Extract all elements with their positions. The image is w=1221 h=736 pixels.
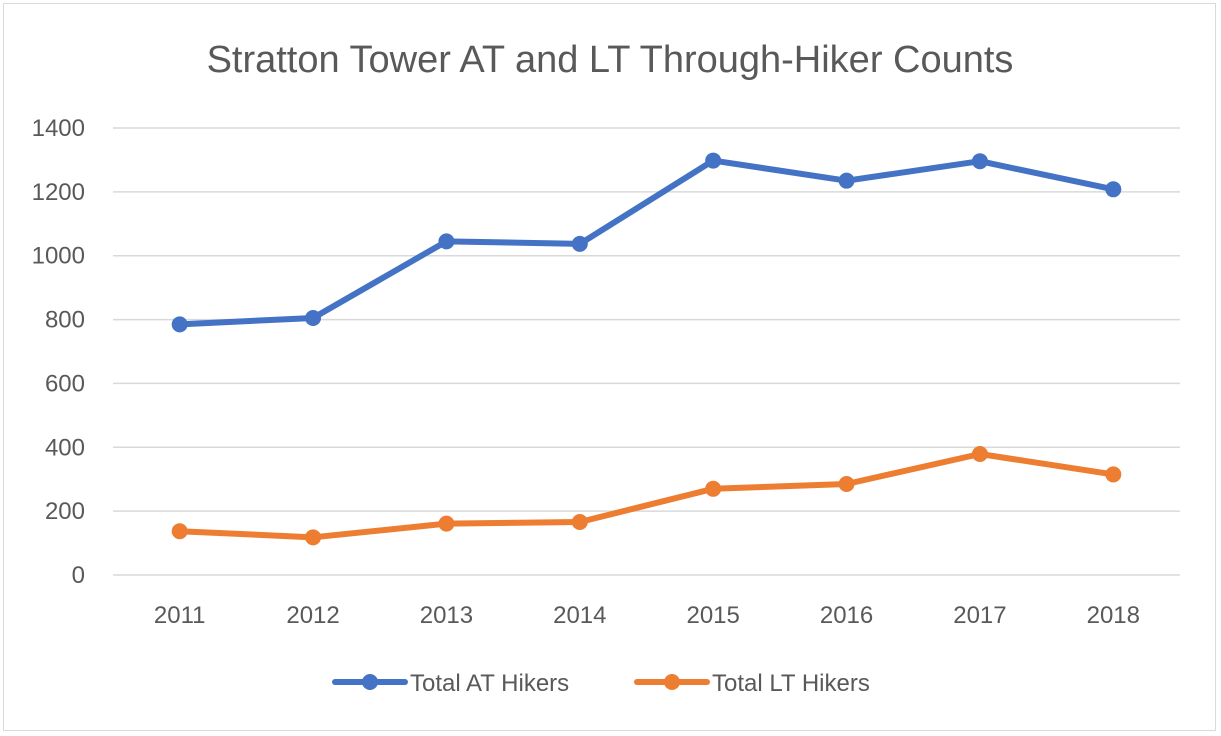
data-point [438, 233, 455, 250]
data-point [971, 153, 988, 170]
legend-label: Total LT Hikers [712, 670, 870, 697]
legend-item: Total AT Hikers [332, 670, 569, 697]
data-point [1105, 181, 1122, 198]
series-line [176, 157, 1117, 328]
y-tick-label: 1000 [32, 243, 85, 270]
legend-marker [664, 674, 680, 690]
data-point [1105, 466, 1122, 483]
series-group [171, 445, 1122, 546]
chart-frame [3, 3, 1216, 731]
x-tick-label: 2014 [553, 602, 606, 629]
legend-marker [362, 674, 378, 690]
y-tick-label: 200 [45, 498, 85, 525]
y-tick-label: 400 [45, 434, 85, 461]
x-tick-label: 2011 [154, 602, 206, 629]
data-point [571, 235, 588, 252]
series-group [171, 152, 1122, 333]
data-point [838, 476, 855, 493]
data-point [171, 523, 188, 540]
x-tick-label: 2016 [820, 602, 873, 629]
data-point [305, 529, 322, 546]
x-tick-label: 2012 [286, 602, 339, 629]
y-tick-label: 600 [45, 370, 85, 397]
x-tick-label: 2017 [953, 602, 1006, 629]
x-tick-label: 2013 [420, 602, 473, 629]
y-tick-label: 1200 [32, 179, 85, 206]
data-point [305, 309, 322, 326]
legend: Total AT Hikers Total LT Hikers [332, 670, 870, 697]
data-point [571, 513, 588, 530]
chart-title: Stratton Tower AT and LT Through-Hiker C… [207, 39, 1014, 81]
series-line [176, 450, 1117, 541]
x-tick-label: 2015 [686, 602, 739, 629]
series-layer [171, 152, 1122, 546]
data-point [705, 480, 722, 497]
data-point [705, 152, 722, 169]
x-tick-label: 2018 [1087, 602, 1140, 629]
y-axis-tick-labels: 0 200 400 600 800 1000 1200 1400 [32, 115, 85, 589]
legend-label: Total AT Hikers [410, 670, 569, 697]
y-tick-label: 800 [45, 307, 85, 334]
data-point [438, 515, 455, 532]
y-tick-label: 1400 [32, 115, 85, 142]
legend-item: Total LT Hikers [634, 670, 870, 697]
x-axis-tick-labels: 2011 2012 2013 2014 2015 2016 2017 2018 [154, 602, 1140, 629]
y-tick-label: 0 [72, 562, 85, 589]
data-point [171, 316, 188, 333]
data-point [971, 445, 988, 462]
data-point [838, 172, 855, 189]
